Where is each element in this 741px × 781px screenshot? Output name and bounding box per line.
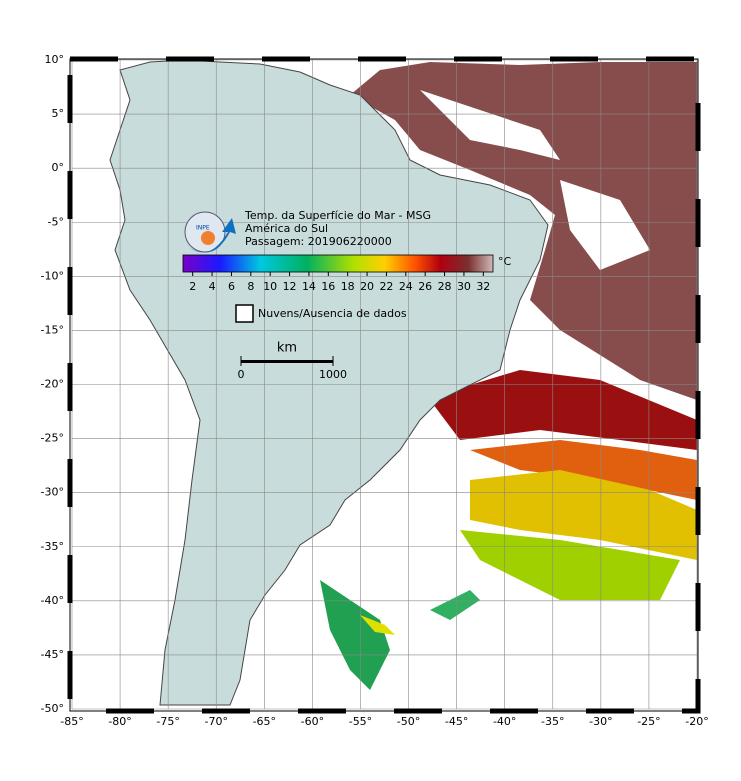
colorbar-tick-label: 28 — [438, 280, 452, 293]
lat-tick-label: -15° — [41, 323, 64, 336]
frame-outline — [69, 58, 699, 712]
colorbar-tick-label: 20 — [360, 280, 374, 293]
logo: INPE — [184, 211, 236, 253]
lon-tick-label: -60° — [301, 715, 324, 728]
lon-tick-label: -30° — [589, 715, 612, 728]
colorbar-tick-label: 22 — [379, 280, 393, 293]
legend-swatch — [235, 304, 254, 323]
colorbar-tick-label: 32 — [476, 280, 490, 293]
lon-tick-label: -20° — [685, 715, 708, 728]
scale-bar — [241, 360, 333, 363]
lon-tick-label: -35° — [541, 715, 564, 728]
scale-unit: km — [277, 341, 297, 356]
scale-label: 1000 — [319, 368, 347, 381]
lon-tick-label: -50° — [397, 715, 420, 728]
legend-text: Nuvens/Ausencia de dados — [258, 307, 407, 320]
title-line: Temp. da Superfície do Mar - MSG — [244, 209, 431, 222]
lat-tick-label: -30° — [41, 486, 64, 499]
lat-tick-label: -45° — [41, 648, 64, 661]
lat-tick-label: 5° — [52, 107, 65, 120]
lat-tick-label: -35° — [41, 540, 64, 553]
colorbar-tick-label: 6 — [228, 280, 235, 293]
lon-tick-label: -65° — [253, 715, 276, 728]
colorbar-tick-label: 24 — [399, 280, 413, 293]
lat-tick-label: -5° — [48, 215, 64, 228]
colorbar-tick-label: 26 — [418, 280, 432, 293]
lon-tick-label: -40° — [493, 715, 516, 728]
lon-tick-label: -55° — [349, 715, 372, 728]
colorbar-unit: °C — [498, 255, 512, 268]
logo-text: INPE — [196, 225, 210, 232]
lat-tick-label: 10° — [45, 53, 65, 66]
lat-tick-label: -40° — [41, 594, 64, 607]
lon-tick-label: -80° — [108, 715, 131, 728]
colorbar-tick-label: 30 — [457, 280, 471, 293]
lat-tick-label: -50° — [41, 702, 64, 715]
lon-tick-label: -45° — [445, 715, 468, 728]
title-line: América do Sul — [245, 222, 328, 235]
colorbar — [182, 254, 494, 273]
lon-tick-label: -85° — [60, 715, 83, 728]
colorbar-tick-label: 18 — [341, 280, 355, 293]
colorbar-tick-label: 2 — [189, 280, 196, 293]
colorbar-tick-label: 4 — [209, 280, 216, 293]
title-line: Passagem: 201906220000 — [245, 235, 392, 248]
colorbar-tick-label: 16 — [321, 280, 335, 293]
colorbar-tick-label: 10 — [263, 280, 277, 293]
colorbar-tick-label: 14 — [302, 280, 316, 293]
lon-tick-label: -75° — [156, 715, 179, 728]
lat-tick-label: -10° — [41, 269, 64, 282]
lon-tick-label: -25° — [637, 715, 660, 728]
lat-tick-label: -25° — [41, 432, 64, 445]
colorbar-tick-label: 8 — [247, 280, 254, 293]
lat-tick-label: -20° — [41, 378, 64, 391]
lat-tick-label: 0° — [52, 161, 65, 174]
colorbar-tick-label: 12 — [283, 280, 297, 293]
lon-tick-label: -70° — [204, 715, 227, 728]
scale-label: 0 — [238, 368, 245, 381]
